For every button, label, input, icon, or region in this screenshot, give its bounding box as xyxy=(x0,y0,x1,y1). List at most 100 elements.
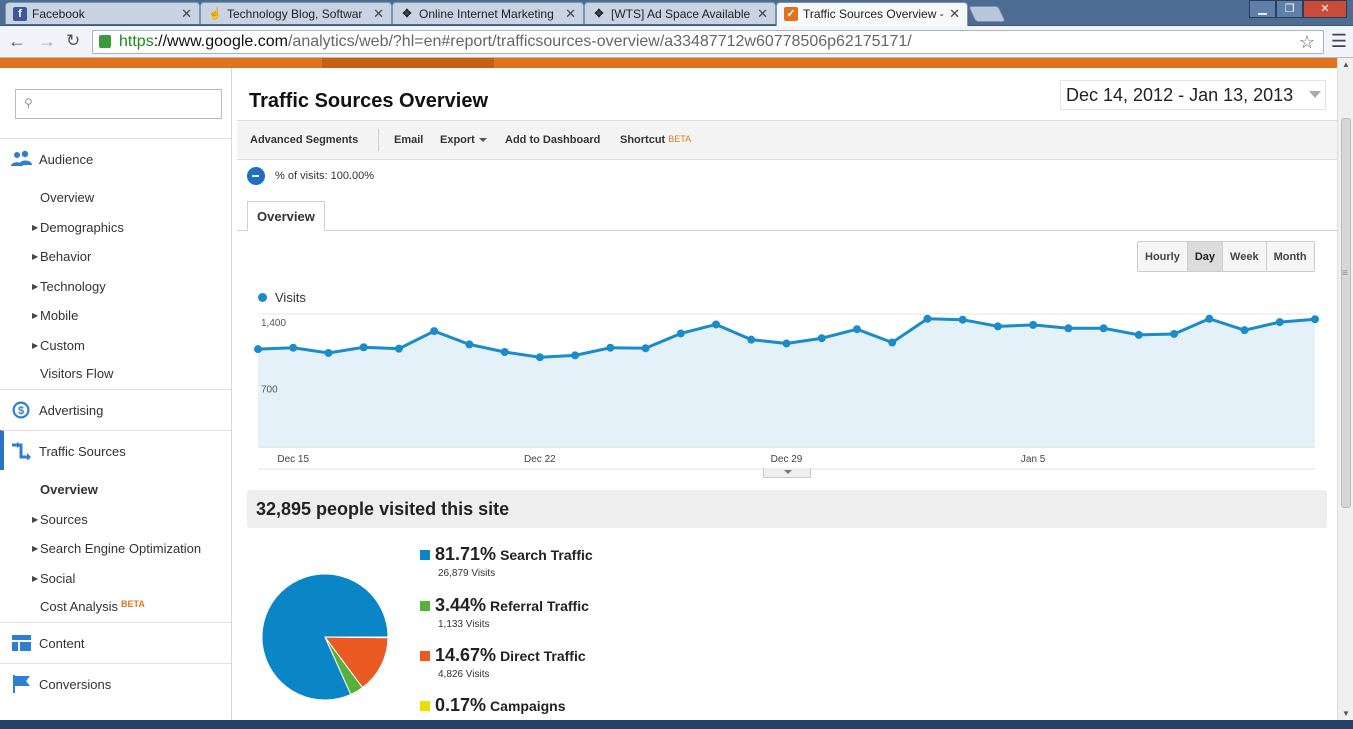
granularity-hourly-button[interactable]: Hourly xyxy=(1138,242,1188,271)
data-point[interactable] xyxy=(571,351,580,360)
data-point[interactable] xyxy=(958,315,967,324)
reload-icon[interactable]: ↻ xyxy=(66,31,81,50)
sidebar-search-input[interactable]: ⚲ xyxy=(15,89,222,119)
sidebar-section-traffic-sources[interactable]: Traffic Sources xyxy=(0,430,231,470)
data-point[interactable] xyxy=(712,320,721,329)
data-point[interactable] xyxy=(747,335,756,344)
new-tab-button[interactable] xyxy=(968,6,1006,22)
sidebar-item-demographics[interactable]: ▶ Demographics xyxy=(32,220,124,235)
sidebar-item-mobile[interactable]: ▶ Mobile xyxy=(32,308,78,323)
scroll-down-icon[interactable]: ▼ xyxy=(1342,709,1350,718)
advanced-segments-button[interactable]: Advanced Segments xyxy=(250,134,359,146)
forward-arrow-icon[interactable]: → xyxy=(38,31,56,51)
sidebar-item-custom[interactable]: ▶ Custom xyxy=(32,338,85,353)
header-active-segment xyxy=(322,58,494,68)
data-point[interactable] xyxy=(289,343,298,352)
data-point[interactable] xyxy=(993,322,1002,331)
browser-tab-technology-blog[interactable]: ☝ Technology Blog, Softwar ✕ xyxy=(200,2,392,24)
close-icon[interactable]: ✕ xyxy=(181,6,192,21)
browser-tab-facebook[interactable]: f Facebook ✕ xyxy=(5,2,200,24)
address-bar[interactable]: https://www.google.com/analytics/web/?hl… xyxy=(92,30,1324,54)
data-point[interactable] xyxy=(1205,314,1214,323)
shortcut-button[interactable]: Shortcut BETA xyxy=(620,134,691,146)
data-point[interactable] xyxy=(1029,320,1038,329)
pie-slice[interactable] xyxy=(323,636,389,689)
page-scrollbar[interactable]: ▲ ≡ ▼ xyxy=(1337,58,1353,720)
pie-slice[interactable] xyxy=(324,636,389,639)
close-icon[interactable]: ✕ xyxy=(565,6,576,21)
data-point[interactable] xyxy=(324,348,333,357)
data-point[interactable] xyxy=(676,329,685,338)
sidebar-item-cost-analysis[interactable]: Cost Analysis BETA xyxy=(40,599,145,614)
data-point[interactable] xyxy=(254,345,262,354)
sidebar-section-content[interactable]: Content xyxy=(0,622,231,662)
data-point[interactable] xyxy=(923,314,932,323)
data-point[interactable] xyxy=(641,344,650,353)
sidebar-item-technology[interactable]: ▶ Technology xyxy=(32,279,106,294)
chart-collapse-handle[interactable] xyxy=(763,468,811,478)
close-icon[interactable]: ✕ xyxy=(949,6,960,21)
visitors-summary: 32,895 people visited this site xyxy=(247,490,1327,528)
data-point[interactable] xyxy=(782,339,791,348)
data-point[interactable] xyxy=(606,343,615,352)
add-to-dashboard-button[interactable]: Add to Dashboard xyxy=(505,134,601,146)
source-campaigns[interactable]: 0.17% Campaigns xyxy=(420,695,820,720)
data-point[interactable] xyxy=(430,327,439,336)
sidebar-item-sources[interactable]: ▶ Sources xyxy=(32,512,88,527)
granularity-day-button[interactable]: Day xyxy=(1187,242,1224,271)
data-point[interactable] xyxy=(500,348,509,356)
sidebar-item-visitors-flow[interactable]: Visitors Flow xyxy=(40,366,113,381)
chart-legend[interactable]: Visits xyxy=(258,290,306,305)
date-range-picker[interactable]: Dec 14, 2012 - Jan 13, 2013 xyxy=(1060,80,1326,110)
data-point[interactable] xyxy=(1064,324,1073,333)
sidebar-item-social[interactable]: ▶ Social xyxy=(32,571,75,586)
data-point[interactable] xyxy=(1311,315,1319,324)
sidebar-item-behavior[interactable]: ▶ Behavior xyxy=(32,249,91,264)
scrollbar-thumb[interactable] xyxy=(1341,118,1351,508)
segment-indicator[interactable]: % of visits: 100.00% xyxy=(247,167,374,185)
email-button[interactable]: Email xyxy=(394,134,424,146)
close-icon[interactable]: ✕ xyxy=(757,6,768,21)
menu-icon[interactable]: ☰ xyxy=(1330,31,1347,51)
grip-icon: ≡ xyxy=(1342,268,1348,279)
visits-line-chart[interactable]: 1,400 700 Dec 15 Dec 22 Dec 29 Jan 5 xyxy=(237,308,1337,478)
legend-swatch xyxy=(420,550,430,560)
sidebar-item-traffic-overview[interactable]: Overview xyxy=(40,482,98,497)
data-point[interactable] xyxy=(888,338,897,347)
data-point[interactable] xyxy=(394,344,403,353)
close-icon[interactable]: ✕ xyxy=(373,6,384,21)
source-direct-traffic[interactable]: 14.67% Direct Traffic 4,826 Visits xyxy=(420,645,820,695)
data-point[interactable] xyxy=(535,353,544,362)
browser-tab-ad-space[interactable]: ✥ [WTS] Ad Space Available ✕ xyxy=(584,2,776,24)
sidebar-item-seo[interactable]: ▶ Search Engine Optimization xyxy=(32,541,201,556)
source-referral-traffic[interactable]: 3.44% Referral Traffic 1,133 Visits xyxy=(420,595,820,645)
data-point[interactable] xyxy=(1170,329,1179,338)
source-search-traffic[interactable]: 81.71% Search Traffic 26,879 Visits xyxy=(420,544,820,594)
maximize-icon[interactable]: ❐ xyxy=(1276,0,1303,18)
sidebar-section-conversions[interactable]: Conversions xyxy=(0,663,231,703)
data-point[interactable] xyxy=(1099,324,1108,333)
granularity-week-button[interactable]: Week xyxy=(1223,242,1267,271)
export-button[interactable]: Export xyxy=(440,134,487,146)
scroll-up-icon[interactable]: ▲ xyxy=(1342,60,1350,69)
data-point[interactable] xyxy=(1240,326,1249,335)
browser-tab-online-marketing[interactable]: ✥ Online Internet Marketing ✕ xyxy=(392,2,584,24)
tab-overview[interactable]: Overview xyxy=(247,201,325,231)
minimize-icon[interactable]: ▁ xyxy=(1249,0,1276,18)
data-point[interactable] xyxy=(852,325,861,334)
traffic-pie-chart[interactable] xyxy=(261,573,389,701)
sidebar-section-audience[interactable]: Audience xyxy=(0,138,231,178)
sidebar-section-advertising[interactable]: $ Advertising xyxy=(0,389,231,429)
browser-tab-traffic-sources[interactable]: ✓ Traffic Sources Overview - ✕ xyxy=(776,2,968,26)
data-point[interactable] xyxy=(817,334,826,343)
data-point[interactable] xyxy=(359,343,368,352)
window-close-icon[interactable]: ✕ xyxy=(1303,0,1347,18)
data-point[interactable] xyxy=(1134,330,1143,339)
sidebar-item-audience-overview[interactable]: Overview xyxy=(40,190,94,205)
granularity-month-button[interactable]: Month xyxy=(1266,242,1314,271)
sidebar-item-label: Overview xyxy=(40,482,98,497)
bookmark-star-icon[interactable]: ☆ xyxy=(1298,32,1315,52)
data-point[interactable] xyxy=(1275,318,1284,327)
data-point[interactable] xyxy=(465,340,474,349)
back-arrow-icon[interactable]: ← xyxy=(8,31,26,51)
